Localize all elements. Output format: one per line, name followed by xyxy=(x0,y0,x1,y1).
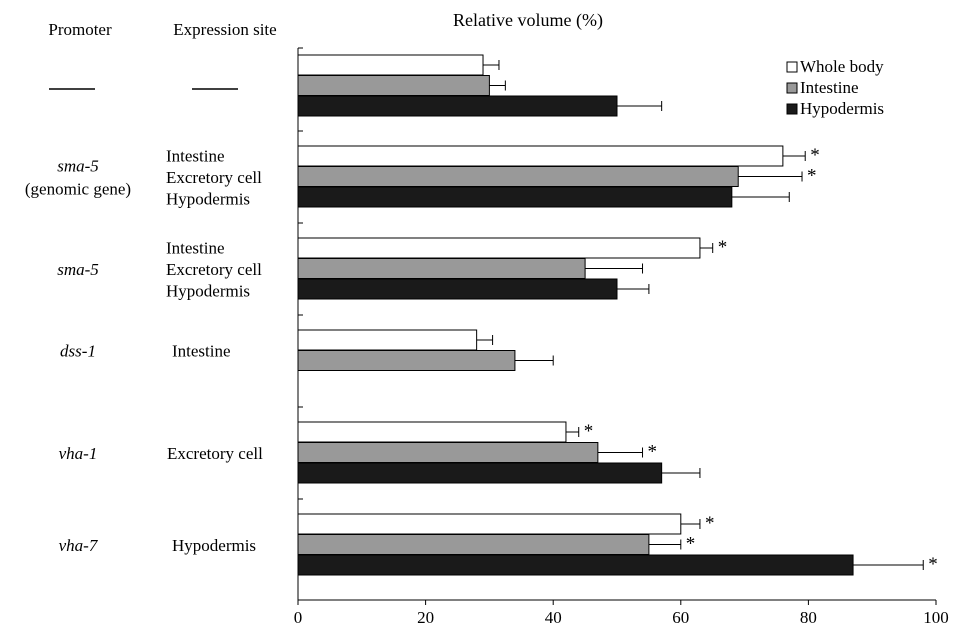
expression-site-label: Intestine xyxy=(166,238,225,257)
promoter-label: sma-5 xyxy=(57,156,99,175)
expression-site-label: Excretory cell xyxy=(166,260,262,279)
x-axis: 0 20 40 60 80 100 xyxy=(294,47,949,627)
promoter-label: dss-1 xyxy=(60,342,96,361)
bar-whole-body xyxy=(297,145,784,167)
bar-whole-body xyxy=(297,54,484,76)
expression-site-label: Intestine xyxy=(172,342,231,361)
bar-hypodermis xyxy=(297,186,733,208)
significance-marker: * xyxy=(928,554,938,575)
legend-label: Intestine xyxy=(800,78,859,97)
expression-site-label: Excretory cell xyxy=(166,168,262,187)
x-tick-label: 40 xyxy=(545,608,562,627)
bar-hypodermis xyxy=(297,95,618,117)
bar-group: dss-1 Intestine xyxy=(60,329,554,371)
promoter-header: Promoter xyxy=(48,20,112,39)
expression-site-label: Excretory cell xyxy=(167,444,263,463)
bar-whole-body xyxy=(297,513,682,535)
x-tick-label: 80 xyxy=(800,608,817,627)
legend-swatch xyxy=(786,61,798,73)
bar-hypodermis xyxy=(297,554,854,576)
significance-marker: * xyxy=(705,513,715,534)
expression-site-label: Hypodermis xyxy=(166,281,250,300)
bar-group: sma-5 (genomic gene) Intestine Excretory ce… xyxy=(25,145,820,208)
legend-label: Hypodermis xyxy=(800,99,884,118)
promoter-label: (genomic gene) xyxy=(25,179,131,198)
expression-site-label: Hypodermis xyxy=(172,536,256,555)
significance-marker: * xyxy=(584,421,594,442)
x-tick-label: 100 xyxy=(923,608,949,627)
x-tick-label: 0 xyxy=(294,608,303,627)
significance-marker: * xyxy=(807,166,817,187)
legend-swatch xyxy=(786,82,798,94)
significance-marker: * xyxy=(686,534,696,555)
bar-hypodermis xyxy=(297,278,618,300)
promoter-label: —— xyxy=(71,91,73,93)
chart-legend: Whole body Intestine Hypodermis xyxy=(786,57,884,118)
bar-group: vha-1 Excretory cell * * xyxy=(59,421,701,484)
bar-whole-body xyxy=(297,237,701,259)
expression-site-header: Expression site xyxy=(173,20,276,39)
expression-site-label: —— xyxy=(214,91,216,93)
bar-intestine xyxy=(297,75,490,96)
promoter-label: sma-5 xyxy=(57,260,99,279)
significance-marker: * xyxy=(718,237,728,258)
bar-intestine xyxy=(297,442,599,463)
bar-intestine xyxy=(297,258,586,279)
bar-hypodermis xyxy=(297,462,663,484)
x-tick-label: 20 xyxy=(417,608,434,627)
bar-whole-body xyxy=(297,329,478,351)
bar-group: vha-7 Hypodermis * * * xyxy=(59,513,938,576)
bar-intestine xyxy=(297,166,739,187)
bar-intestine xyxy=(297,534,650,555)
legend-label: Whole body xyxy=(800,57,884,76)
promoter-label: vha-7 xyxy=(59,536,99,555)
x-tick-label: 60 xyxy=(672,608,689,627)
expression-site-label: Hypodermis xyxy=(166,189,250,208)
expression-site-label: Intestine xyxy=(166,146,225,165)
chart-title: Relative volume (%) xyxy=(453,10,603,31)
promoter-label: vha-1 xyxy=(59,444,98,463)
bar-whole-body xyxy=(297,421,567,443)
bar-intestine xyxy=(297,350,516,371)
significance-marker: * xyxy=(810,145,820,166)
legend-swatch xyxy=(786,103,798,115)
bar-group: —— —— xyxy=(49,54,663,117)
significance-marker: * xyxy=(648,442,658,463)
bar-group: sma-5 Intestine Excretory cell Hypodermis * xyxy=(57,237,727,300)
